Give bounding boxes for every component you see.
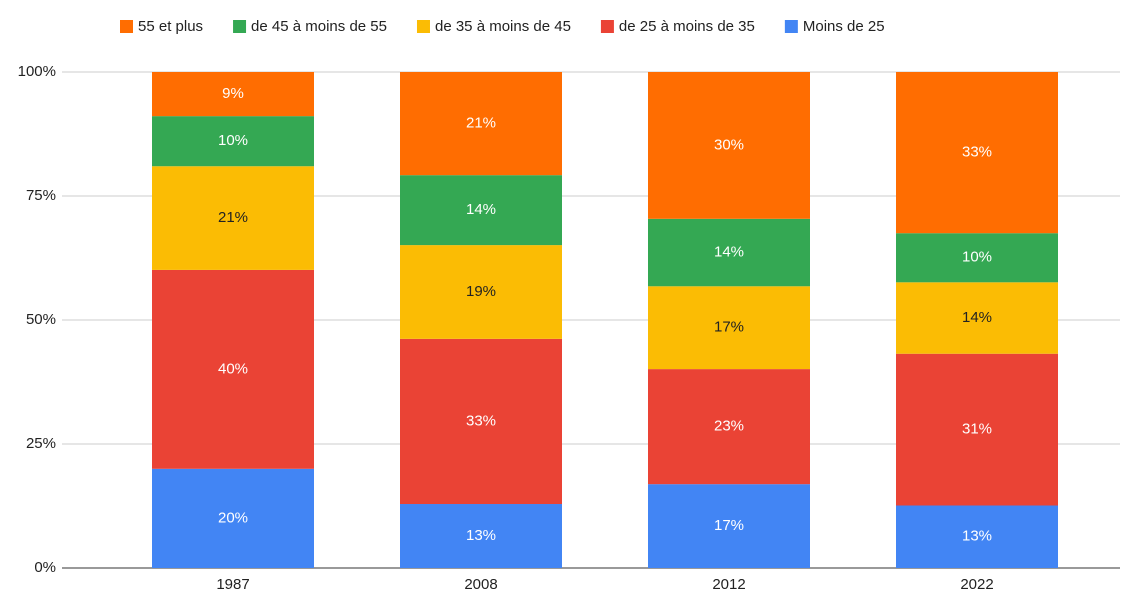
bar-segment [400, 504, 562, 568]
x-tick-label: 1987 [216, 576, 249, 593]
y-tick-label: 0% [34, 559, 56, 576]
data-label: 17% [714, 517, 744, 534]
bar-segment [896, 282, 1058, 354]
bar-segment [400, 338, 562, 505]
bar-segment [648, 286, 810, 370]
bar-segment [896, 233, 1058, 283]
bar-segment [648, 484, 810, 568]
bar-segment [896, 505, 1058, 568]
data-label: 31% [962, 421, 992, 438]
data-label: 14% [962, 309, 992, 326]
data-label: 21% [218, 209, 248, 226]
y-tick-label: 100% [18, 63, 56, 80]
data-label: 14% [466, 201, 496, 218]
legend-label: de 45 à moins de 55 [251, 18, 387, 35]
bar-segment [648, 72, 810, 219]
legend-label: de 35 à moins de 45 [435, 18, 571, 35]
data-label: 17% [714, 319, 744, 336]
legend-swatch [600, 20, 614, 33]
bar-segment [400, 72, 562, 176]
legend-swatch [233, 20, 247, 33]
data-label: 40% [218, 360, 248, 377]
x-tick-label: 2012 [712, 576, 745, 593]
legend-swatch [784, 20, 798, 33]
x-tick-label: 2022 [960, 576, 993, 593]
bar-segment [152, 72, 314, 117]
bar-segment [896, 353, 1058, 506]
bar-segment [648, 369, 810, 485]
data-label: 19% [466, 283, 496, 300]
bar-segment [400, 245, 562, 339]
data-label: 10% [962, 249, 992, 266]
data-label: 33% [466, 412, 496, 429]
legend-label: de 25 à moins de 35 [619, 18, 755, 35]
bar-segment [648, 218, 810, 287]
y-tick-label: 50% [26, 311, 56, 328]
data-label: 14% [714, 244, 744, 261]
x-tick-label: 2008 [464, 576, 497, 593]
data-label: 23% [714, 418, 744, 435]
y-tick-label: 25% [26, 435, 56, 452]
bar-segment [152, 166, 314, 270]
data-label: 20% [218, 509, 248, 526]
bar-segment [152, 116, 314, 167]
data-label: 21% [466, 115, 496, 132]
y-tick-label: 75% [26, 187, 56, 204]
legend-label: Moins de 25 [803, 18, 885, 35]
data-label: 33% [962, 144, 992, 161]
bar-segment [152, 269, 314, 469]
data-label: 13% [962, 528, 992, 545]
data-label: 9% [222, 85, 244, 102]
bar-segment [896, 72, 1058, 234]
legend-label: 55 et plus [138, 18, 203, 35]
data-label: 30% [714, 136, 744, 153]
data-label: 13% [466, 527, 496, 544]
bar-segment [400, 175, 562, 246]
bar-segment [152, 468, 314, 568]
data-label: 10% [218, 132, 248, 149]
legend-swatch [416, 20, 430, 33]
legend-swatch [120, 20, 133, 33]
